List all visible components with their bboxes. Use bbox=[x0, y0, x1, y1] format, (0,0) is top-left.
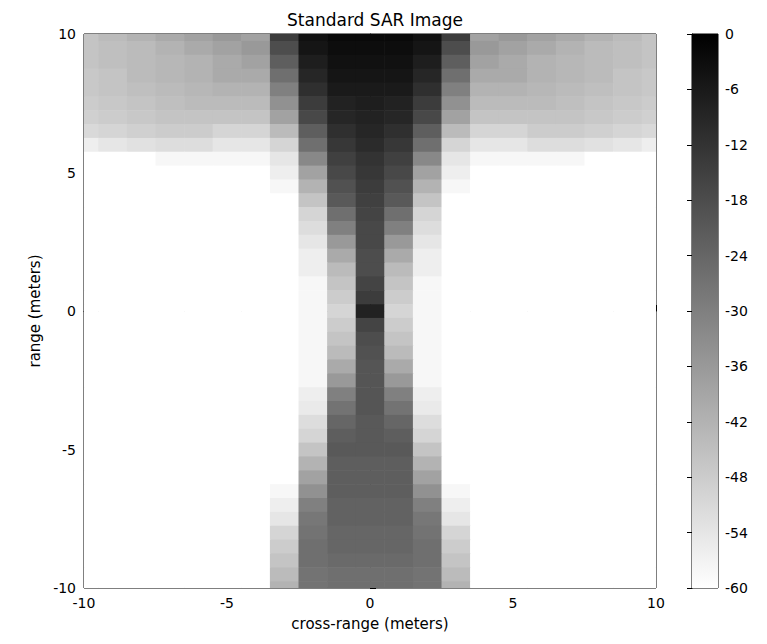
svg-text:0: 0 bbox=[366, 595, 375, 611]
svg-text:-36: -36 bbox=[725, 358, 748, 374]
svg-text:-42: -42 bbox=[725, 414, 748, 430]
svg-text:-5: -5 bbox=[62, 442, 76, 458]
svg-text:-6: -6 bbox=[725, 81, 739, 97]
svg-text:-10: -10 bbox=[73, 595, 96, 611]
svg-text:10: 10 bbox=[647, 595, 665, 611]
svg-text:Standard SAR Image: Standard SAR Image bbox=[287, 10, 463, 30]
svg-text:-48: -48 bbox=[725, 469, 748, 485]
svg-text:0: 0 bbox=[725, 26, 734, 42]
svg-text:-60: -60 bbox=[725, 580, 748, 596]
svg-text:-5: -5 bbox=[220, 595, 234, 611]
svg-text:0: 0 bbox=[67, 303, 76, 319]
svg-text:-54: -54 bbox=[725, 525, 748, 541]
svg-text:5: 5 bbox=[67, 165, 76, 181]
svg-text:-30: -30 bbox=[725, 303, 748, 319]
svg-text:-18: -18 bbox=[725, 192, 748, 208]
svg-text:cross-range (meters): cross-range (meters) bbox=[291, 615, 448, 633]
svg-text:-10: -10 bbox=[53, 580, 76, 596]
svg-text:-12: -12 bbox=[725, 137, 748, 153]
svg-text:5: 5 bbox=[509, 595, 518, 611]
svg-text:-24: -24 bbox=[725, 248, 748, 264]
svg-text:10: 10 bbox=[58, 26, 76, 42]
svg-text:range (meters): range (meters) bbox=[26, 254, 44, 367]
